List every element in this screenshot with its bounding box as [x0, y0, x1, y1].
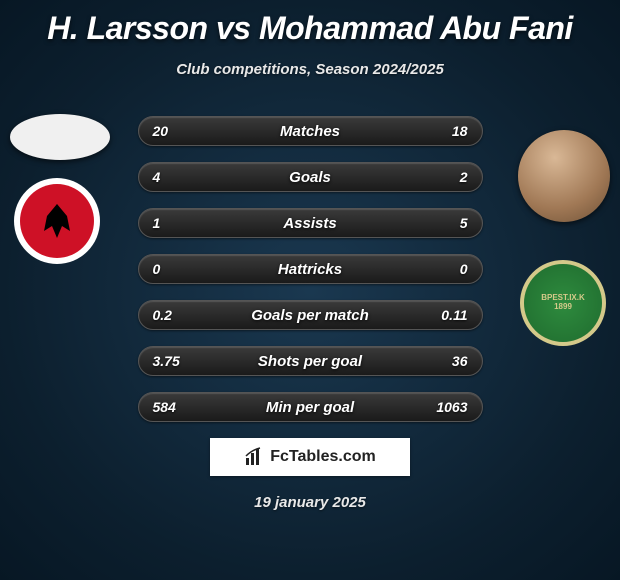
- stat-right-value: 1063: [436, 399, 467, 415]
- stat-label: Shots per goal: [258, 353, 362, 370]
- stat-right-value: 5: [460, 215, 468, 231]
- stat-label: Goals: [289, 169, 331, 186]
- stat-row: 0.2 Goals per match 0.11: [138, 300, 483, 330]
- stat-row: 0 Hattricks 0: [138, 254, 483, 284]
- stat-left-value: 3.75: [153, 353, 180, 369]
- stat-label: Goals per match: [251, 307, 369, 324]
- club-left-badge: [14, 178, 100, 264]
- stat-row: 584 Min per goal 1063: [138, 392, 483, 422]
- fctables-watermark: FcTables.com: [210, 438, 410, 476]
- eagle-icon-svg: [32, 196, 82, 246]
- stat-left-value: 0: [153, 261, 161, 277]
- stat-label: Assists: [283, 215, 336, 232]
- stat-row: 4 Goals 2: [138, 162, 483, 192]
- stat-right-value: 18: [452, 123, 468, 139]
- club-right-year: 1899: [554, 303, 572, 312]
- stat-right-value: 0: [460, 261, 468, 277]
- stat-label: Matches: [280, 123, 340, 140]
- club-right-badge: BPEST.IX.K 1899: [520, 260, 606, 346]
- stat-right-value: 2: [460, 169, 468, 185]
- player-left-photo: [10, 114, 110, 160]
- stat-label: Hattricks: [278, 261, 342, 278]
- stat-left-value: 584: [153, 399, 176, 415]
- stat-row: 3.75 Shots per goal 36: [138, 346, 483, 376]
- stat-left-value: 20: [153, 123, 169, 139]
- stat-left-value: 4: [153, 169, 161, 185]
- stat-row: 20 Matches 18: [138, 116, 483, 146]
- stat-right-value: 0.11: [441, 307, 467, 323]
- comparison-subtitle: Club competitions, Season 2024/2025: [0, 61, 620, 78]
- stat-left-value: 1: [153, 215, 161, 231]
- bars-icon: [244, 447, 264, 467]
- stat-row: 1 Assists 5: [138, 208, 483, 238]
- fctables-label: FcTables.com: [270, 448, 376, 466]
- eagle-icon: [20, 184, 94, 258]
- stats-table: 20 Matches 18 4 Goals 2 1 Assists 5 0 Ha…: [138, 116, 483, 422]
- stat-label: Min per goal: [266, 399, 354, 416]
- stat-right-value: 36: [452, 353, 468, 369]
- comparison-title: H. Larsson vs Mohammad Abu Fani: [0, 0, 620, 47]
- comparison-date: 19 january 2025: [0, 494, 620, 511]
- stat-left-value: 0.2: [153, 307, 172, 323]
- player-right-photo: [518, 130, 610, 222]
